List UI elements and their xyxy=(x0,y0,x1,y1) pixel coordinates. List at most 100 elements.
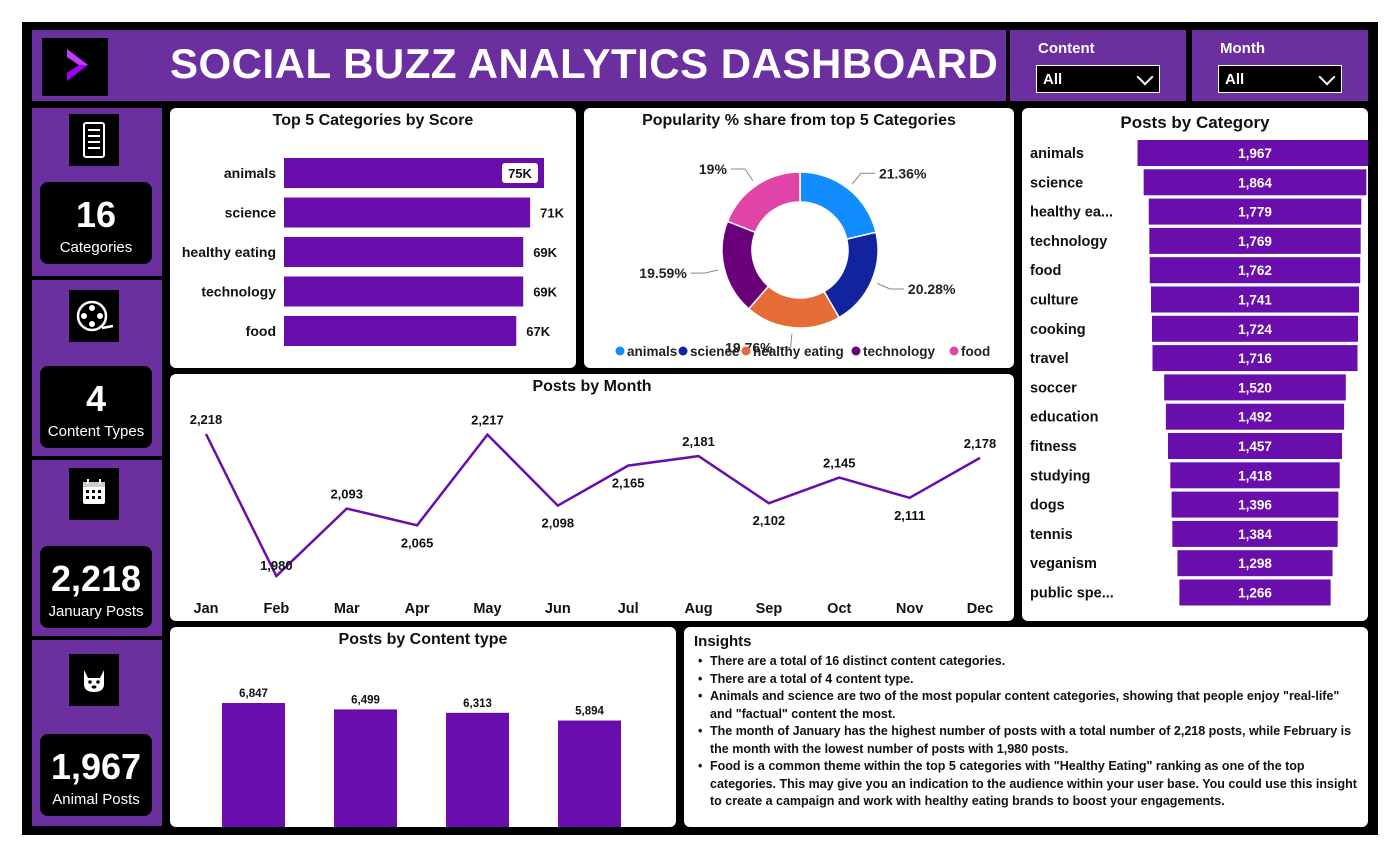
kpi-card: 1,967 Animal Posts xyxy=(40,734,152,816)
leader-line xyxy=(690,269,719,274)
data-label: 1,396 xyxy=(1238,498,1272,513)
data-label: 2,165 xyxy=(612,476,645,491)
data-label: 19.76% xyxy=(725,340,773,356)
bar xyxy=(1148,198,1362,225)
x-tick-label: Nov xyxy=(896,601,923,617)
data-label: 1,980 xyxy=(260,558,293,573)
data-label: 1,779 xyxy=(1238,205,1272,220)
insight-item: There are a total of 16 distinct content… xyxy=(698,653,1358,671)
leader-line xyxy=(730,168,754,181)
category-label: technology xyxy=(201,284,276,300)
chevron-down-icon xyxy=(1318,68,1336,86)
kpi-value: 4 xyxy=(85,378,107,419)
data-label: 1,716 xyxy=(1238,351,1272,366)
kpi-label: Animal Posts xyxy=(52,791,140,808)
header-bar: SOCIAL BUZZ ANALYTICS DASHBOARD xyxy=(32,30,1006,101)
bar xyxy=(1179,579,1331,606)
x-tick-label: Sep xyxy=(756,601,783,617)
content-type-panel: Posts by Content type 6,847photo6,499vid… xyxy=(170,627,676,827)
kpi-value: 1,967 xyxy=(50,746,142,787)
leader-line xyxy=(851,172,875,185)
category-label: public spe... xyxy=(1030,586,1114,602)
data-label: 1,266 xyxy=(1238,586,1272,601)
leader-line xyxy=(776,333,793,349)
chart-title: Posts by Month xyxy=(532,378,652,395)
data-label: 6,499 xyxy=(351,694,380,706)
bar xyxy=(1164,374,1346,401)
data-label: 2,181 xyxy=(682,434,715,449)
kpi-card: 4 Content Types xyxy=(40,366,152,448)
logo xyxy=(42,38,108,96)
legend-label: science xyxy=(690,344,740,359)
legend-label: healthy eating xyxy=(753,344,844,359)
data-label: 6,847 xyxy=(239,688,268,700)
content-filter-label: Content xyxy=(1038,40,1095,57)
data-label: 2,218 xyxy=(190,412,223,427)
category-label: cooking xyxy=(1030,322,1086,338)
chevron-down-icon xyxy=(1136,68,1154,86)
content-type-chart: 6,847photo6,499video6,313GIF5,894audio xyxy=(222,688,621,827)
month-filter-label: Month xyxy=(1220,40,1265,57)
x-tick-label: Jul xyxy=(618,601,639,617)
category-label: healthy eating xyxy=(182,244,276,260)
kpi-card: 2,218 January Posts xyxy=(40,546,152,628)
kpi-animal-posts: 1,967 Animal Posts xyxy=(32,640,162,826)
x-tick-label: Aug xyxy=(684,601,712,617)
posts-by-category-panel: Posts by Category animals 1,967 science 1,8… xyxy=(1022,108,1368,621)
data-label: 1,741 xyxy=(1238,293,1272,308)
bar xyxy=(1165,403,1345,430)
bar xyxy=(558,720,621,827)
kpi-label: Categories xyxy=(59,239,133,256)
top5-panel: Top 5 Categories by Score animals 75K scie… xyxy=(170,108,576,368)
bar xyxy=(1167,433,1343,459)
top5-chart: animals 75K science 71K healthy eating 69K tec… xyxy=(182,158,565,346)
x-tick-label: Jun xyxy=(545,601,571,617)
content-filter-value: All xyxy=(1043,71,1063,88)
category-label: animals xyxy=(224,165,276,181)
bar xyxy=(1151,286,1359,313)
category-label: soccer xyxy=(1030,380,1077,396)
data-label: 69K xyxy=(533,245,557,260)
month-filter-select[interactable]: All xyxy=(1218,65,1342,93)
chart-title: Posts by Content type xyxy=(338,631,508,648)
dog-face-icon xyxy=(69,654,119,706)
content-filter-select[interactable]: All xyxy=(1036,65,1160,93)
x-tick-label: Dec xyxy=(967,601,994,617)
dashboard-frame: SOCIAL BUZZ ANALYTICS DASHBOARD Content … xyxy=(22,22,1378,835)
kpi-label: Content Types xyxy=(47,423,145,440)
data-label: 1,384 xyxy=(1238,527,1272,542)
insight-item: Food is a common theme within the top 5 … xyxy=(698,758,1358,811)
page-title: SOCIAL BUZZ ANALYTICS DASHBOARD xyxy=(170,40,999,87)
data-label: 1,762 xyxy=(1238,263,1272,278)
insights-panel: Insights There are a total of 16 distinc… xyxy=(684,627,1368,827)
data-label: 2,178 xyxy=(964,436,997,451)
bar xyxy=(284,158,544,188)
legend-label: animals xyxy=(627,344,677,359)
data-label: 1,769 xyxy=(1238,234,1272,249)
category-label: education xyxy=(1030,410,1098,426)
insights-title: Insights xyxy=(694,633,752,650)
bar xyxy=(1152,315,1358,342)
data-label: 2,145 xyxy=(823,456,856,471)
leader-line xyxy=(876,282,904,290)
kpi-value: 2,218 xyxy=(50,558,142,599)
posts-by-month-panel: Posts by Month 2,218 Jan 1,980 Feb 2,093 Mar 2… xyxy=(170,374,1014,621)
data-label: 1,418 xyxy=(1238,468,1272,483)
kpi-value: 16 xyxy=(75,194,117,235)
data-label: 2,065 xyxy=(401,535,434,550)
data-label: 71K xyxy=(540,206,564,221)
data-label: 5,894 xyxy=(575,706,604,718)
pie-slice xyxy=(726,171,801,234)
legend-marker xyxy=(615,346,625,356)
x-tick-label: Oct xyxy=(827,601,851,617)
bar xyxy=(1152,345,1358,372)
month-filter: Month All xyxy=(1192,30,1368,101)
bar xyxy=(1172,520,1338,547)
bar xyxy=(1170,462,1340,489)
content-filter: Content All xyxy=(1010,30,1186,101)
kpi-label: January Posts xyxy=(48,603,144,620)
data-label: 2,098 xyxy=(542,516,575,531)
bar xyxy=(284,197,531,228)
kpi-categories: 16 Categories xyxy=(32,108,162,276)
list-icon xyxy=(69,114,119,166)
